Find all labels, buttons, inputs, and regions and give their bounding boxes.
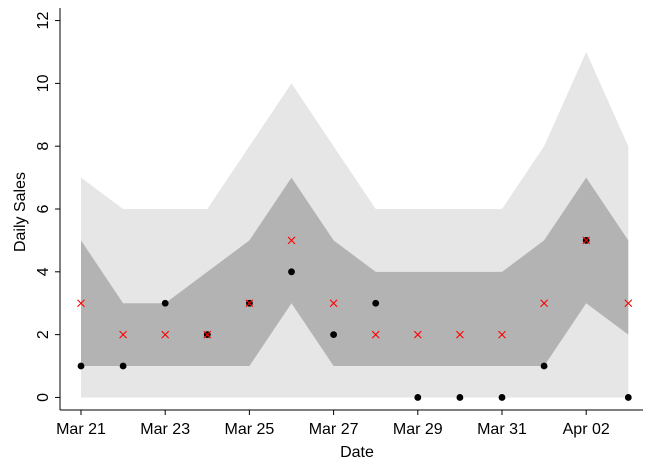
predicted-point-stroke: [540, 299, 548, 308]
predicted-point-stroke: [119, 330, 127, 339]
x-axis-title: Date: [340, 444, 374, 461]
y-tick-label: 12: [35, 12, 52, 30]
actual-point: [288, 268, 295, 276]
predicted-point: [287, 236, 296, 245]
actual-point: [498, 394, 506, 401]
predicted-point-stroke: [77, 299, 85, 308]
actual-point: [414, 394, 422, 401]
actual-point: [372, 299, 380, 307]
axes: 0 2 4 6 8 10 12 Mar 21 Mar 23 Mar 25 Mar 27 Mar 29 M…: [35, 8, 643, 438]
y-tick-label: 2: [35, 330, 52, 339]
actual-point: [161, 299, 169, 307]
predicted-point: [540, 299, 548, 308]
predicted-point: [413, 330, 422, 339]
actual-point: [456, 394, 464, 401]
predicted-point-stroke: [456, 330, 464, 339]
actual-point: [330, 331, 337, 339]
x-tick-label: Mar 27: [309, 421, 359, 438]
predicted-point: [456, 330, 464, 339]
predicted-point: [498, 330, 506, 339]
actual-point: [624, 394, 632, 401]
predicted-point: [161, 330, 170, 339]
predicted-point-stroke: [203, 330, 212, 339]
band-inner: [81, 177, 629, 367]
predicted-point-stroke: [582, 236, 591, 245]
x-tick-label: Mar 31: [477, 421, 527, 438]
x-tick-label: Mar 23: [140, 421, 190, 438]
predicted-point-stroke: [413, 330, 422, 339]
y-tick-label: 8: [35, 142, 52, 151]
y-tick-label: 6: [35, 204, 52, 213]
y-tick-label: 4: [35, 267, 52, 276]
predicted-point: [245, 299, 254, 308]
predicted-point: [119, 330, 127, 339]
actual-point: [119, 362, 127, 370]
predicted-point: [329, 299, 338, 308]
prediction-bands: [81, 51, 629, 398]
predicted-point-stroke: [498, 330, 506, 339]
y-tick-label: 10: [35, 74, 52, 92]
x-tick-label: Mar 29: [393, 421, 443, 438]
x-tick-label: Mar 25: [225, 421, 275, 438]
predicted-point: [203, 330, 212, 339]
predicted-point-stroke: [329, 299, 338, 308]
predicted-point-stroke: [371, 330, 380, 339]
data-points: [77, 236, 633, 401]
actual-point: [77, 362, 85, 370]
predicted-point-stroke: [624, 299, 633, 308]
y-axis-title: Daily Sales: [12, 172, 29, 252]
predicted-point-stroke: [287, 236, 296, 245]
actual-point: [540, 362, 548, 370]
x-tick-label: Apr 02: [563, 421, 610, 438]
predicted-point-stroke: [245, 299, 254, 308]
y-tick-label: 0: [35, 393, 52, 402]
predicted-point: [371, 330, 380, 339]
x-tick-label: Mar 21: [56, 421, 106, 438]
predicted-point: [77, 299, 85, 308]
predicted-point: [582, 236, 591, 245]
predicted-point: [624, 299, 633, 308]
predicted-point-stroke: [161, 330, 170, 339]
